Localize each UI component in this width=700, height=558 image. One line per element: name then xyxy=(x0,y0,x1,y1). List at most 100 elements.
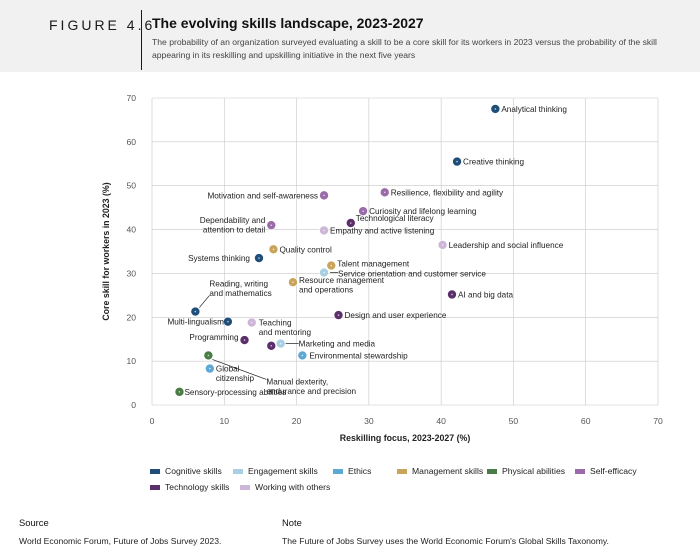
x-tick-label: 30 xyxy=(364,416,374,426)
figure-label: FIGURE 4.6 xyxy=(49,17,156,33)
data-point-center xyxy=(349,222,352,224)
data-label: Design and user experience xyxy=(344,311,446,320)
data-label: Environmental stewardship xyxy=(309,351,408,360)
data-point-center xyxy=(272,248,275,251)
legend-swatch xyxy=(333,468,343,474)
y-tick-label: 20 xyxy=(126,312,136,322)
data-point-center xyxy=(383,191,386,194)
data-label: Marketing and media xyxy=(299,340,376,349)
data-point-center xyxy=(323,271,325,274)
data-label-line: Resource management xyxy=(299,276,385,285)
legend-item-technology: Technology skills xyxy=(150,482,229,492)
legend-swatch xyxy=(150,468,160,474)
data-label-line: Global xyxy=(216,365,240,374)
data-point-center xyxy=(494,108,497,110)
data-point-center xyxy=(194,310,197,313)
data-point-center xyxy=(250,321,253,324)
data-label-line: Reading, writing xyxy=(209,280,268,289)
data-point-center xyxy=(301,354,304,357)
legend-item-self_efficacy: Self-efficacy xyxy=(575,466,637,476)
data-point-center xyxy=(178,391,181,393)
chart-title: The evolving skills landscape, 2023-2027 xyxy=(152,15,424,31)
data-label: Global citizenship xyxy=(216,365,255,384)
data-label: Teaching and mentoring xyxy=(259,319,312,338)
data-label: Creative thinking xyxy=(463,158,524,167)
data-label: Service orientation and customer service xyxy=(338,270,486,279)
figure-header: FIGURE 4.6 The evolving skills landscape… xyxy=(0,0,700,72)
legend-swatch xyxy=(150,484,160,490)
x-tick-label: 40 xyxy=(436,416,446,426)
data-label: Systems thinking xyxy=(188,254,250,263)
y-tick-label: 10 xyxy=(126,356,136,366)
data-point-center xyxy=(337,314,340,316)
legend-swatch xyxy=(240,484,250,490)
x-tick-label: 50 xyxy=(509,416,519,426)
x-tick-label: 0 xyxy=(150,416,155,426)
scatter-chart: 0 10 20 30 40 50 60 70 0 10 20 30 40 50 60 70 Reskilling… xyxy=(101,93,663,443)
legend-item-physical: Physical abilities xyxy=(487,466,565,476)
x-tick-label: 20 xyxy=(292,416,302,426)
source-block: Source World Economic Forum, Future of J… xyxy=(19,517,221,546)
x-tick-label: 60 xyxy=(581,416,591,426)
legend-item-management: Management skills xyxy=(397,466,483,476)
data-label: Technological literacy xyxy=(356,214,435,223)
data-label: Leadership and social influence xyxy=(449,241,564,250)
data-point-center xyxy=(456,160,458,163)
data-point-center xyxy=(323,194,325,197)
y-tick-label: 30 xyxy=(126,268,136,278)
data-point-center xyxy=(330,264,333,267)
y-tick-label: 40 xyxy=(126,225,136,235)
data-label: Sensory-processing abilities xyxy=(184,388,286,397)
data-label: Multi-lingualism xyxy=(167,318,224,327)
data-label-line: Dependability and xyxy=(200,216,266,225)
data-point-center xyxy=(270,344,273,347)
data-label: Resilience, flexibility and agility xyxy=(391,188,504,197)
data-point-center xyxy=(279,342,282,345)
data-label-line: attention to detail xyxy=(203,226,266,235)
data-label-line: Teaching xyxy=(259,319,292,328)
data-point-center xyxy=(362,210,364,212)
legend-item-ethics: Ethics xyxy=(333,466,371,476)
legend-label: Working with others xyxy=(255,482,331,492)
data-label: Reading, writing and mathematics xyxy=(209,280,271,299)
leader-line xyxy=(212,359,267,380)
data-label-line: and mentoring xyxy=(259,328,312,337)
legend-item-cognitive: Cognitive skills xyxy=(150,466,222,476)
legend-item-engagement: Engagement skills xyxy=(233,466,318,476)
legend-label: Technology skills xyxy=(165,482,230,492)
data-point-center xyxy=(292,281,294,283)
legend-label: Cognitive skills xyxy=(165,466,222,476)
legend-label: Self-efficacy xyxy=(590,466,637,476)
data-label: Curiosity and lifelong learning xyxy=(369,207,477,216)
legend-label: Physical abilities xyxy=(502,466,566,476)
data-point-center xyxy=(243,339,246,341)
legend-label: Management skills xyxy=(412,466,484,476)
data-label: Talent management xyxy=(337,260,410,269)
note-heading: Note xyxy=(282,517,302,528)
data-point-center xyxy=(441,244,444,246)
data-label: Motivation and self-awareness xyxy=(207,191,318,200)
legend-swatch xyxy=(487,468,497,474)
data-point-center xyxy=(270,224,273,226)
data-label-line: and mathematics xyxy=(209,289,271,298)
leader-line xyxy=(199,295,210,308)
x-tick-label: 70 xyxy=(653,416,663,426)
data-label: Analytical thinking xyxy=(501,105,567,114)
data-point-center xyxy=(323,229,325,232)
note-text: The Future of Jobs Survey uses the World… xyxy=(282,536,609,546)
data-label-line: citizenship xyxy=(216,374,255,383)
data-label: Resource management and operations xyxy=(299,276,385,295)
legend-swatch xyxy=(397,468,407,474)
y-tick-label: 0 xyxy=(131,400,136,410)
legend-label: Ethics xyxy=(348,466,372,476)
chart-subtitle: The probability of an organization surve… xyxy=(152,37,657,60)
source-heading: Source xyxy=(19,517,49,528)
note-block: Note The Future of Jobs Survey uses the … xyxy=(282,517,609,546)
data-point-center xyxy=(207,354,210,357)
data-label-line: and operations xyxy=(299,286,353,295)
y-tick-label: 70 xyxy=(126,93,136,103)
y-tick-label: 60 xyxy=(126,137,136,147)
data-label: Quality control xyxy=(279,245,332,254)
data-point-center xyxy=(209,367,211,370)
data-point-center xyxy=(258,257,260,259)
